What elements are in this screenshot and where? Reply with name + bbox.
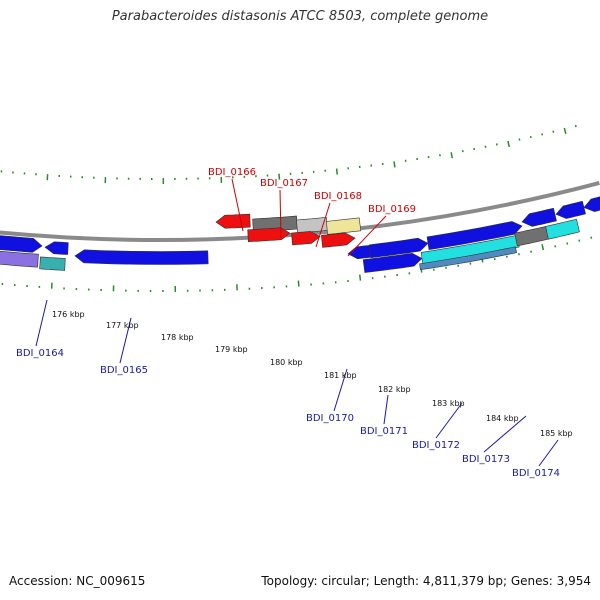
inner-tick-ring	[1, 236, 593, 292]
inner-ring-tick	[541, 244, 545, 251]
gene-bdi-0174[interactable]	[545, 218, 580, 240]
outer-ring-tick	[563, 127, 567, 134]
map-title: Parabacteroides distasonis ATCC 8503, co…	[111, 9, 489, 24]
scale-label-184: 184 kbp	[486, 414, 519, 423]
outer-ring-tick	[574, 124, 577, 128]
gene-bdi-0164[interactable]	[0, 250, 39, 268]
outer-ring-tick	[450, 152, 453, 159]
callout-bdi-0165	[119, 317, 132, 364]
callout-bdi-0168	[315, 202, 331, 248]
gene-label-bdi-0166[interactable]: BDI_0166	[208, 167, 256, 178]
gene-bdi-0167-b[interactable]	[247, 227, 291, 243]
scale-label-178: 178 kbp	[161, 333, 194, 342]
gene-label-bdi-0168[interactable]: BDI_0168	[314, 191, 362, 202]
gene-bdi-0169[interactable]	[326, 217, 362, 235]
gene-bdi-0169-b[interactable]	[321, 232, 356, 248]
gene-bdi-0168-b[interactable]	[291, 231, 321, 246]
outer-ring-tick	[335, 168, 339, 175]
scale-label-177: 177 kbp	[106, 321, 139, 330]
gene-label-bdi-0174[interactable]: BDI_0174	[512, 468, 560, 479]
callout-bdi-0166	[231, 178, 244, 232]
callout-bdi-0167	[279, 189, 282, 239]
gene-label-bdi-0172[interactable]: BDI_0172	[412, 440, 460, 451]
scale-label-185: 185 kbp	[540, 429, 573, 438]
gene-features	[0, 196, 600, 273]
gene-bdi-0163[interactable]	[0, 235, 43, 253]
gene-label-bdi-0170[interactable]: BDI_0170	[306, 413, 354, 424]
scale-label-179: 179 kbp	[215, 345, 248, 354]
scale-label-180: 180 kbp	[270, 358, 303, 367]
callout-bdi-0170	[333, 368, 348, 412]
scale-labels: 176 kbp 177 kbp 178 kbp 179 kbp 180 kbp …	[52, 310, 573, 438]
gene-bdi-0164-b[interactable]	[39, 256, 66, 271]
gene-bdi-0175[interactable]	[583, 196, 600, 212]
genome-stats: Topology: circular; Length: 4,811,379 bp…	[261, 574, 591, 588]
outer-ring-tick	[393, 161, 396, 168]
bottom-gene-labels: BDI_0164 BDI_0165 BDI_0170 BDI_0171 BDI_…	[16, 348, 560, 479]
scale-label-181: 181 kbp	[324, 371, 357, 380]
gene-label-bdi-0169[interactable]: BDI_0169	[368, 204, 416, 215]
gene-bdi-0165[interactable]	[74, 249, 209, 265]
callout-bdi-0164	[35, 299, 48, 347]
gene-bdi-0173[interactable]	[514, 225, 550, 247]
callout-bdi-0173	[483, 415, 527, 453]
gene-bdi-0170-b[interactable]	[368, 237, 429, 259]
scale-label-183: 183 kbp	[432, 399, 465, 408]
gene-label-bdi-0173[interactable]: BDI_0173	[462, 454, 510, 465]
outer-tick-ring	[0, 124, 577, 184]
gene-label-bdi-0171[interactable]: BDI_0171	[360, 426, 408, 437]
gene-bdi-0164-a[interactable]	[44, 241, 69, 255]
gene-callouts	[35, 178, 559, 467]
gene-bdi-0174-a[interactable]	[555, 200, 586, 219]
gene-label-bdi-0167[interactable]: BDI_0167	[260, 178, 308, 189]
accession-label: Accession: NC_009615	[9, 574, 146, 588]
gene-bdi-0171[interactable]	[362, 252, 423, 273]
inner-ring-tick	[359, 274, 362, 281]
top-gene-labels: BDI_0166 BDI_0167 BDI_0168 BDI_0169	[208, 167, 416, 215]
gene-bdi-0172[interactable]	[426, 221, 523, 251]
outer-ring-tick	[507, 140, 510, 148]
gene-bdi-0173-a[interactable]	[521, 207, 557, 227]
callout-bdi-0172	[435, 402, 463, 439]
gene-bdi-0166[interactable]	[215, 213, 251, 229]
callout-bdi-0169	[347, 215, 387, 257]
scale-label-182: 182 kbp	[378, 385, 411, 394]
gene-label-bdi-0165[interactable]: BDI_0165	[100, 365, 148, 376]
gene-label-bdi-0164[interactable]: BDI_0164	[16, 348, 64, 359]
gene-bdi-0172-c[interactable]	[419, 246, 517, 271]
scale-label-176: 176 kbp	[52, 310, 85, 319]
callout-bdi-0174	[538, 439, 559, 467]
callout-bdi-0171	[383, 394, 389, 425]
